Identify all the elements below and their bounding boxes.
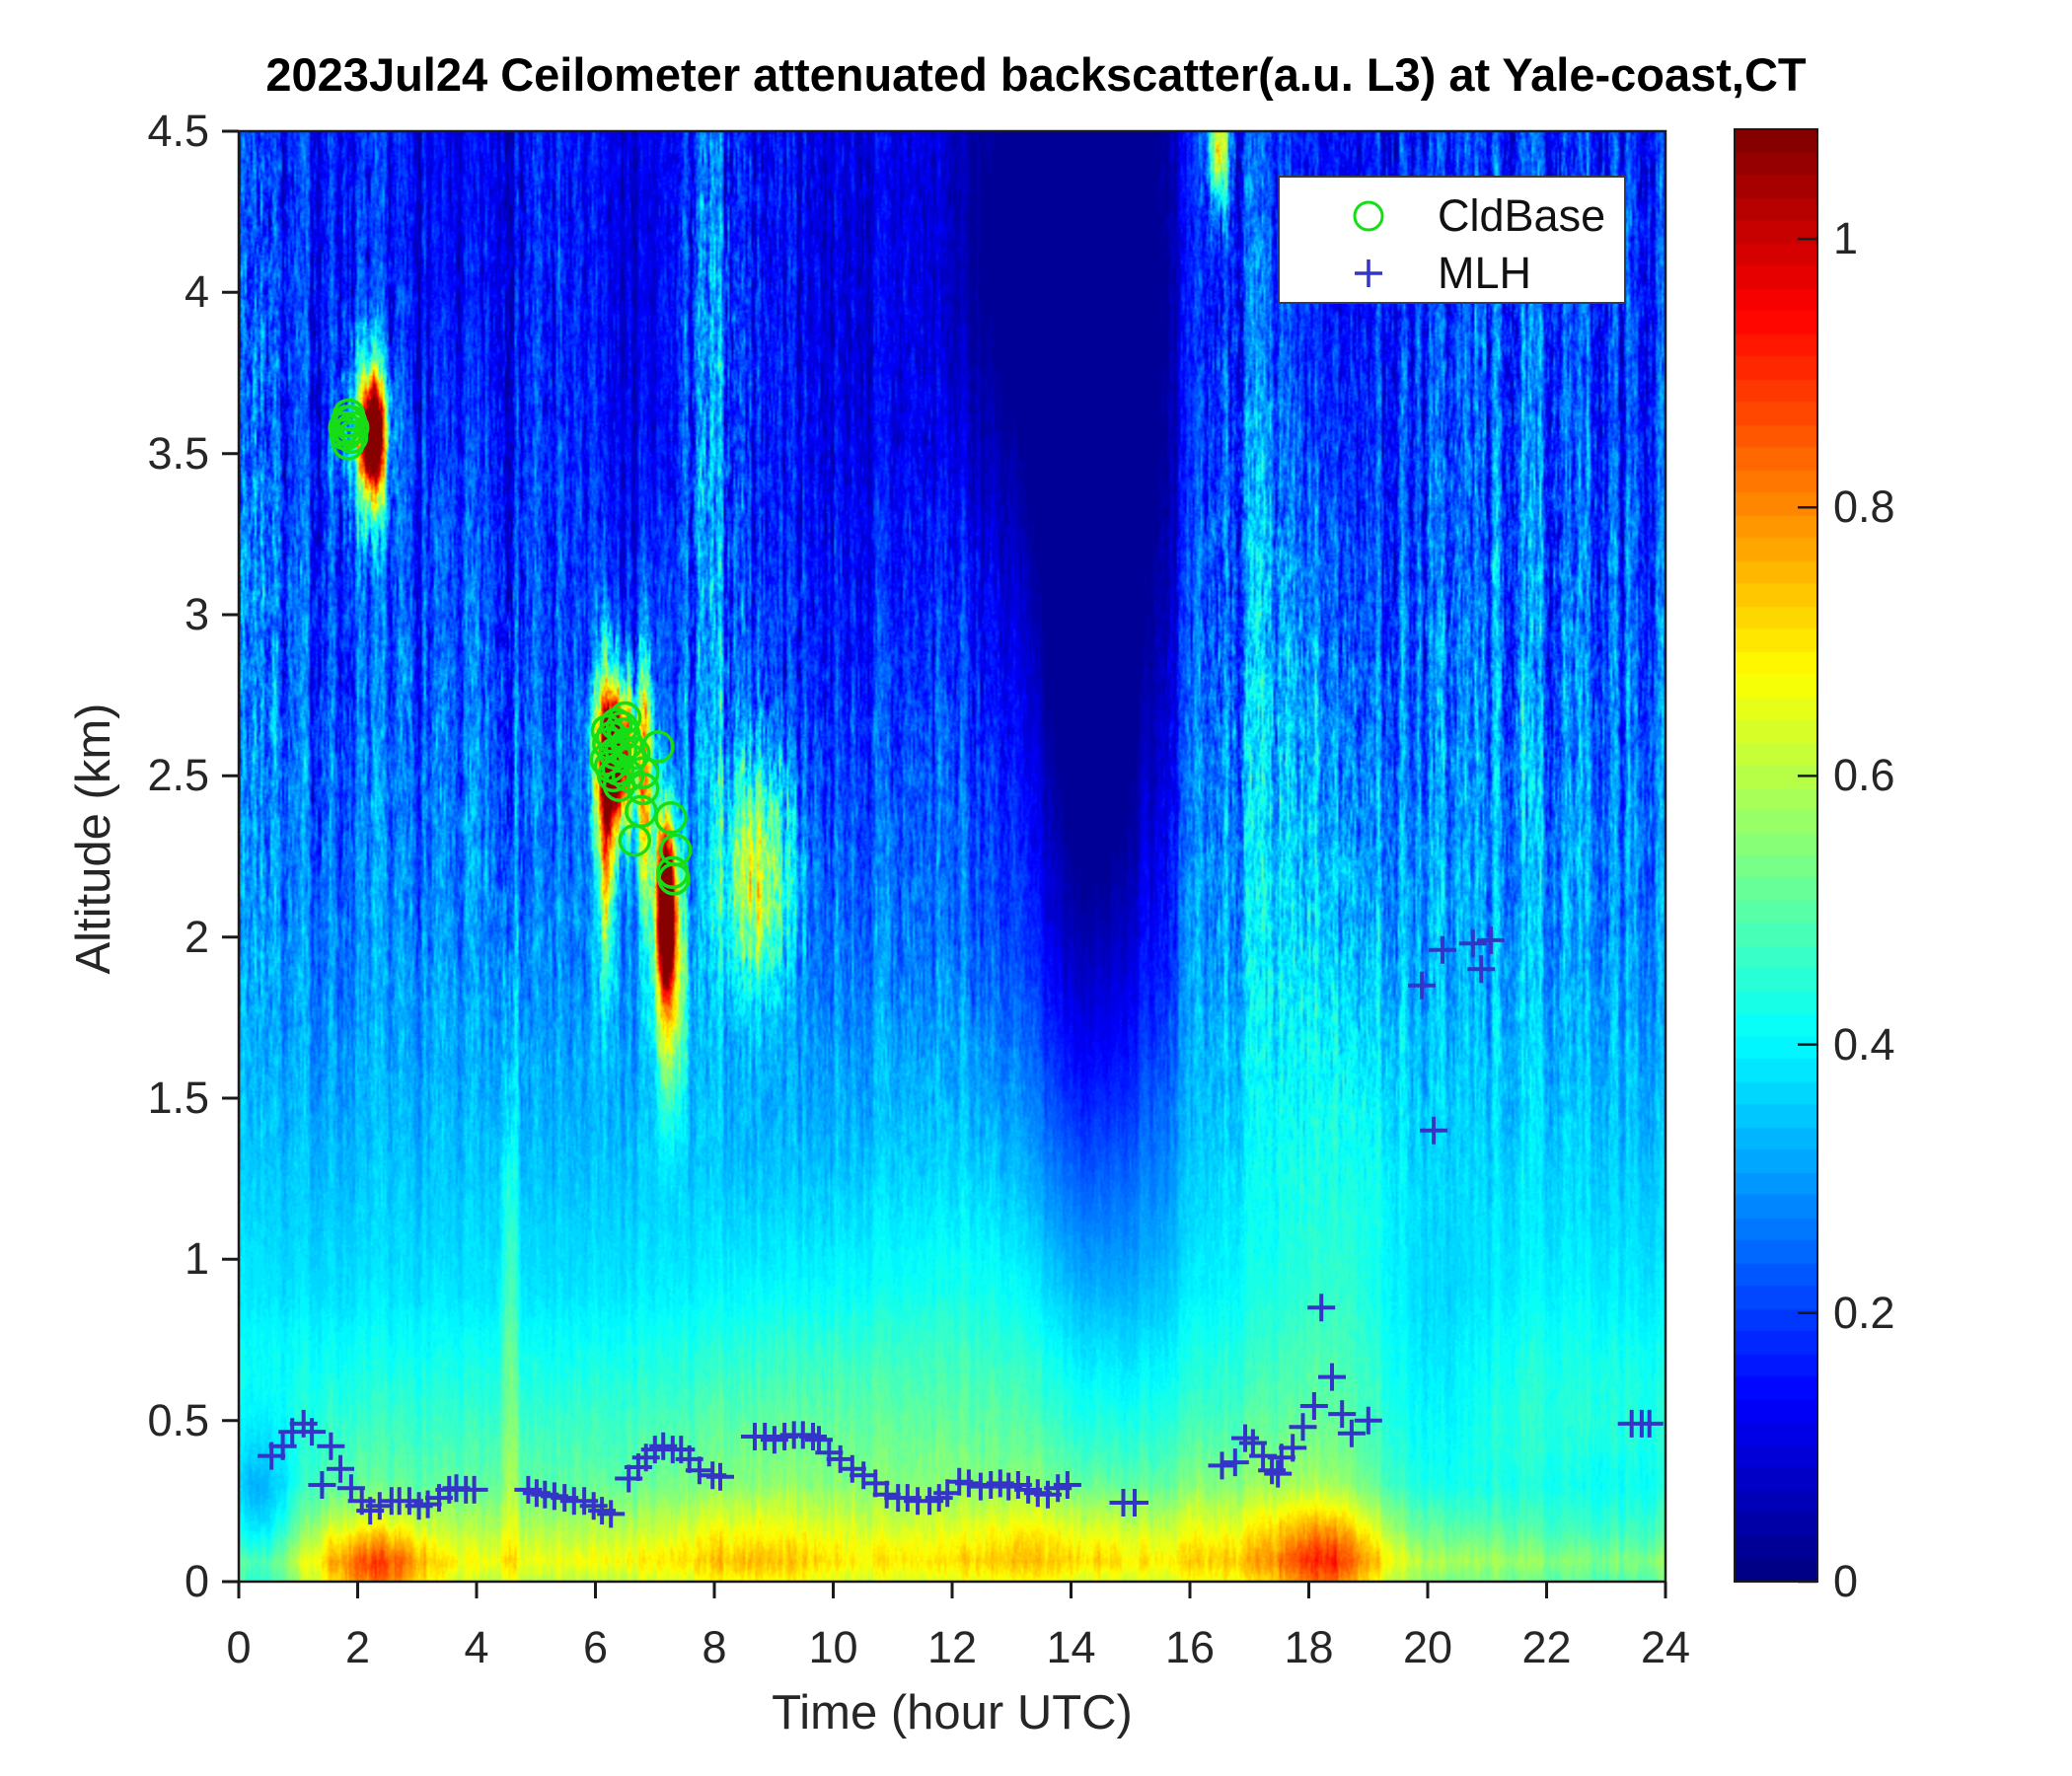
x-tick-label: 0 [226, 1622, 252, 1672]
colorbar-tick-label: 1 [1833, 213, 1859, 264]
colorbar-tick-label: 0 [1833, 1556, 1859, 1606]
y-axis-label: Altitude (km) [67, 703, 120, 975]
y-tick-label: 1.5 [147, 1073, 209, 1123]
x-axis-label: Time (hour UTC) [772, 1686, 1133, 1739]
y-tick-label: 4 [184, 266, 209, 318]
y-tick-label: 3 [184, 589, 209, 639]
x-tick-label: 10 [808, 1622, 858, 1672]
x-tick-label: 4 [464, 1622, 489, 1672]
x-tick-label: 22 [1521, 1622, 1572, 1672]
x-tick-label: 20 [1402, 1622, 1453, 1672]
x-tick-label: 6 [582, 1622, 609, 1672]
x-tick-label: 12 [926, 1622, 978, 1672]
y-tick-label: 0 [184, 1556, 209, 1606]
y-tick-label: 3.5 [147, 427, 209, 479]
colorbar-tick-label: 0.8 [1833, 481, 1895, 533]
mlh-plus-icon [1355, 259, 1382, 287]
x-tick-label: 16 [1164, 1622, 1216, 1672]
y-tick-label: 0.5 [147, 1394, 209, 1445]
colorbar-tick-label: 0.2 [1833, 1287, 1895, 1338]
chart-title: 2023Jul24 Ceilometer attenuated backscat… [265, 48, 1807, 101]
y-axis-ticks [222, 129, 239, 1584]
y-tick-label: 2 [184, 911, 209, 962]
legend-entry-mlh: MLH [1280, 245, 1624, 302]
x-tick-label: 24 [1640, 1622, 1691, 1672]
cldbase-circle-icon [1353, 200, 1384, 232]
x-tick-label: 14 [1046, 1622, 1096, 1672]
colorbar-gradient [1735, 129, 1817, 1582]
y-tick-label: 1 [184, 1233, 209, 1285]
x-axis-ticks [237, 1582, 1667, 1598]
colorbar-tick-label: 0.6 [1833, 750, 1895, 801]
legend-label-cldbase: CldBase [1438, 190, 1606, 241]
x-tick-label: 18 [1284, 1622, 1334, 1672]
backscatter-heatmap [239, 131, 1665, 1582]
y-tick-label: 4.5 [147, 106, 209, 156]
colorbar-tick-label: 0.4 [1833, 1018, 1895, 1070]
legend-box: CldBase MLH [1278, 176, 1626, 304]
x-tick-label: 8 [702, 1622, 727, 1672]
y-tick-label: 2.5 [147, 750, 209, 801]
legend-label-mlh: MLH [1438, 248, 1532, 298]
legend-entry-cldbase: CldBase [1280, 187, 1624, 245]
x-tick-label: 2 [344, 1622, 371, 1672]
